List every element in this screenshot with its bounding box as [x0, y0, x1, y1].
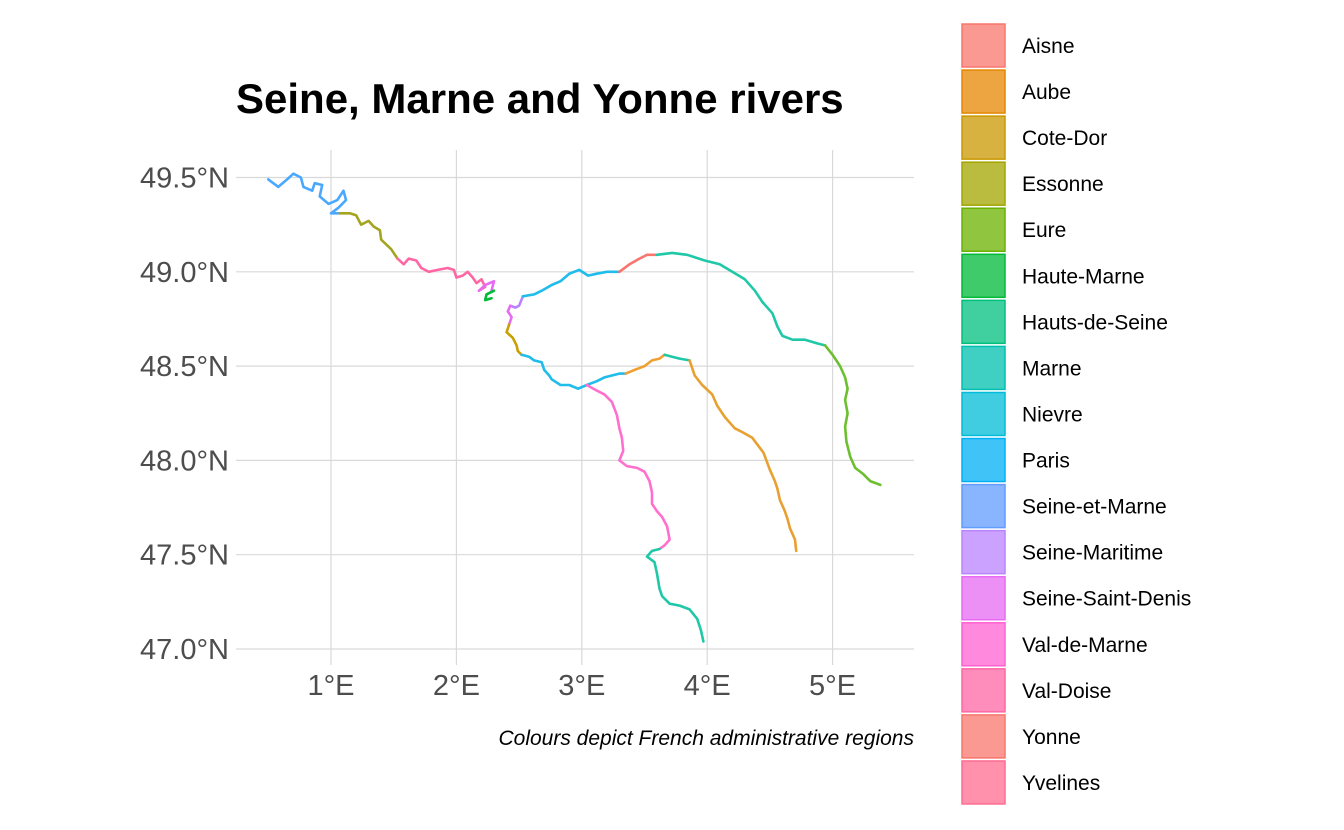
legend-label: Paris: [1022, 450, 1070, 473]
legend-key: [961, 622, 1006, 667]
river-segment: [823, 344, 882, 487]
x-axis-ticks: 1°E 2°E 3°E 4°E 5°E: [307, 670, 856, 702]
legend-key: [961, 760, 1006, 805]
river-segment: [477, 279, 496, 293]
river-segment: [483, 289, 496, 302]
y-tick-label: 47.0°N: [140, 634, 229, 666]
legend-label: Yonne: [1022, 726, 1081, 749]
legend-label: Seine-Maritime: [1022, 542, 1163, 565]
river-segment: [508, 294, 525, 309]
river-segment: [338, 212, 399, 260]
legend-label: Marne: [1022, 357, 1082, 380]
legend-key: [961, 207, 1006, 252]
legend-key: [961, 391, 1006, 437]
legend-label: Haute-Marne: [1022, 265, 1145, 288]
y-tick-label: 49.0°N: [140, 257, 229, 289]
map-grid: [236, 150, 914, 665]
y-tick-label: 48.5°N: [140, 351, 229, 383]
x-tick-label: 3°E: [558, 670, 605, 702]
legend-label: Essonne: [1022, 173, 1104, 196]
river-segment: [624, 353, 666, 375]
legend-key: [961, 253, 1006, 299]
river-segment: [688, 359, 798, 553]
legend-label: Aube: [1022, 81, 1071, 104]
legend-key: [961, 115, 1006, 160]
river-segment: [585, 383, 671, 551]
x-tick-label: 1°E: [307, 670, 354, 702]
legend-key: [961, 69, 1006, 114]
river-segment: [655, 251, 827, 347]
x-tick-label: 5°E: [809, 670, 856, 702]
map-caption: Colours depict French administrative reg…: [498, 727, 914, 750]
legend-label: Val-de-Marne: [1022, 634, 1148, 657]
legend-key: [961, 668, 1006, 713]
river-segment: [645, 547, 705, 643]
legend-label: Seine-Saint-Denis: [1022, 588, 1191, 611]
legend-key: [961, 23, 1006, 68]
legend-key: [961, 345, 1006, 391]
legend-key: [961, 714, 1006, 759]
legend-key: [961, 299, 1006, 345]
river-segment: [663, 353, 691, 362]
rivers-layer: [266, 172, 882, 643]
river-segment: [618, 253, 659, 274]
legend: Aisne Aube Cote-Dor Essonne Eure Haute-Marne H…: [961, 23, 1191, 805]
legend-key: [961, 575, 1006, 621]
legend-label: Seine-et-Marne: [1022, 496, 1167, 519]
legend-label: Nievre: [1022, 403, 1083, 426]
x-tick-label: 2°E: [433, 670, 480, 702]
legend-key: [961, 529, 1006, 575]
legend-label: Aisne: [1022, 35, 1075, 58]
river-segment: [520, 353, 628, 391]
map-title: Seine, Marne and Yonne rivers: [236, 75, 844, 122]
y-axis-ticks: 47.0°N 47.5°N 48.0°N 48.5°N 49.0°N 49.5°N: [140, 163, 229, 667]
y-tick-label: 48.0°N: [140, 445, 229, 477]
legend-key: [961, 483, 1006, 529]
y-tick-label: 47.5°N: [140, 540, 229, 572]
river-segment: [505, 323, 523, 357]
legend-label: Val-Doise: [1022, 680, 1111, 703]
legend-label: Eure: [1022, 219, 1066, 242]
river-segment: [266, 172, 348, 215]
river-segment: [521, 268, 621, 298]
x-tick-label: 4°E: [684, 670, 731, 702]
y-tick-label: 49.5°N: [140, 163, 229, 195]
legend-key: [961, 161, 1006, 206]
legend-key: [961, 437, 1006, 483]
river-segment: [396, 257, 487, 293]
river-segment: [506, 304, 513, 326]
legend-label: Hauts-de-Seine: [1022, 311, 1168, 334]
legend-label: Yvelines: [1022, 772, 1100, 795]
legend-label: Cote-Dor: [1022, 127, 1107, 150]
